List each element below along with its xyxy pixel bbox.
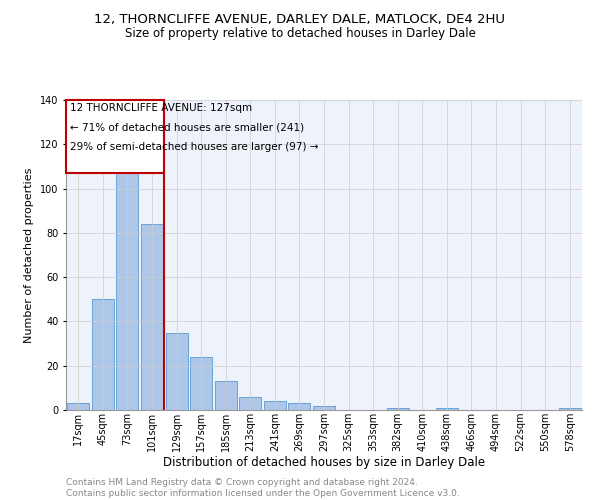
Bar (67, 404, 89, 410)
Text: ← 71% of detached houses are smaller (241): ← 71% of detached houses are smaller (24… (70, 122, 304, 132)
Bar (141, 224, 163, 410)
Text: Size of property relative to detached houses in Darley Dale: Size of property relative to detached ho… (125, 28, 475, 40)
Text: 29% of semi-detached houses are larger (97) →: 29% of semi-detached houses are larger (… (70, 142, 318, 152)
Bar (66, 100, 164, 173)
Bar (559, 408, 581, 410)
X-axis label: Distribution of detached houses by size in Darley Dale: Distribution of detached houses by size … (163, 456, 485, 469)
Bar (166, 332, 188, 410)
Text: 12, THORNCLIFFE AVENUE, DARLEY DALE, MATLOCK, DE4 2HU: 12, THORNCLIFFE AVENUE, DARLEY DALE, MAT… (95, 12, 505, 26)
Bar (386, 408, 409, 410)
Bar (289, 404, 310, 410)
Bar (436, 408, 458, 410)
Bar (116, 164, 139, 410)
Bar (313, 406, 335, 410)
Bar (239, 396, 262, 410)
Text: 12 THORNCLIFFE AVENUE: 127sqm: 12 THORNCLIFFE AVENUE: 127sqm (70, 104, 252, 114)
Bar (215, 381, 237, 410)
Bar (264, 401, 286, 410)
Y-axis label: Number of detached properties: Number of detached properties (25, 168, 34, 342)
Bar (92, 300, 114, 410)
Bar (190, 357, 212, 410)
Text: Contains HM Land Registry data © Crown copyright and database right 2024.
Contai: Contains HM Land Registry data © Crown c… (66, 478, 460, 498)
